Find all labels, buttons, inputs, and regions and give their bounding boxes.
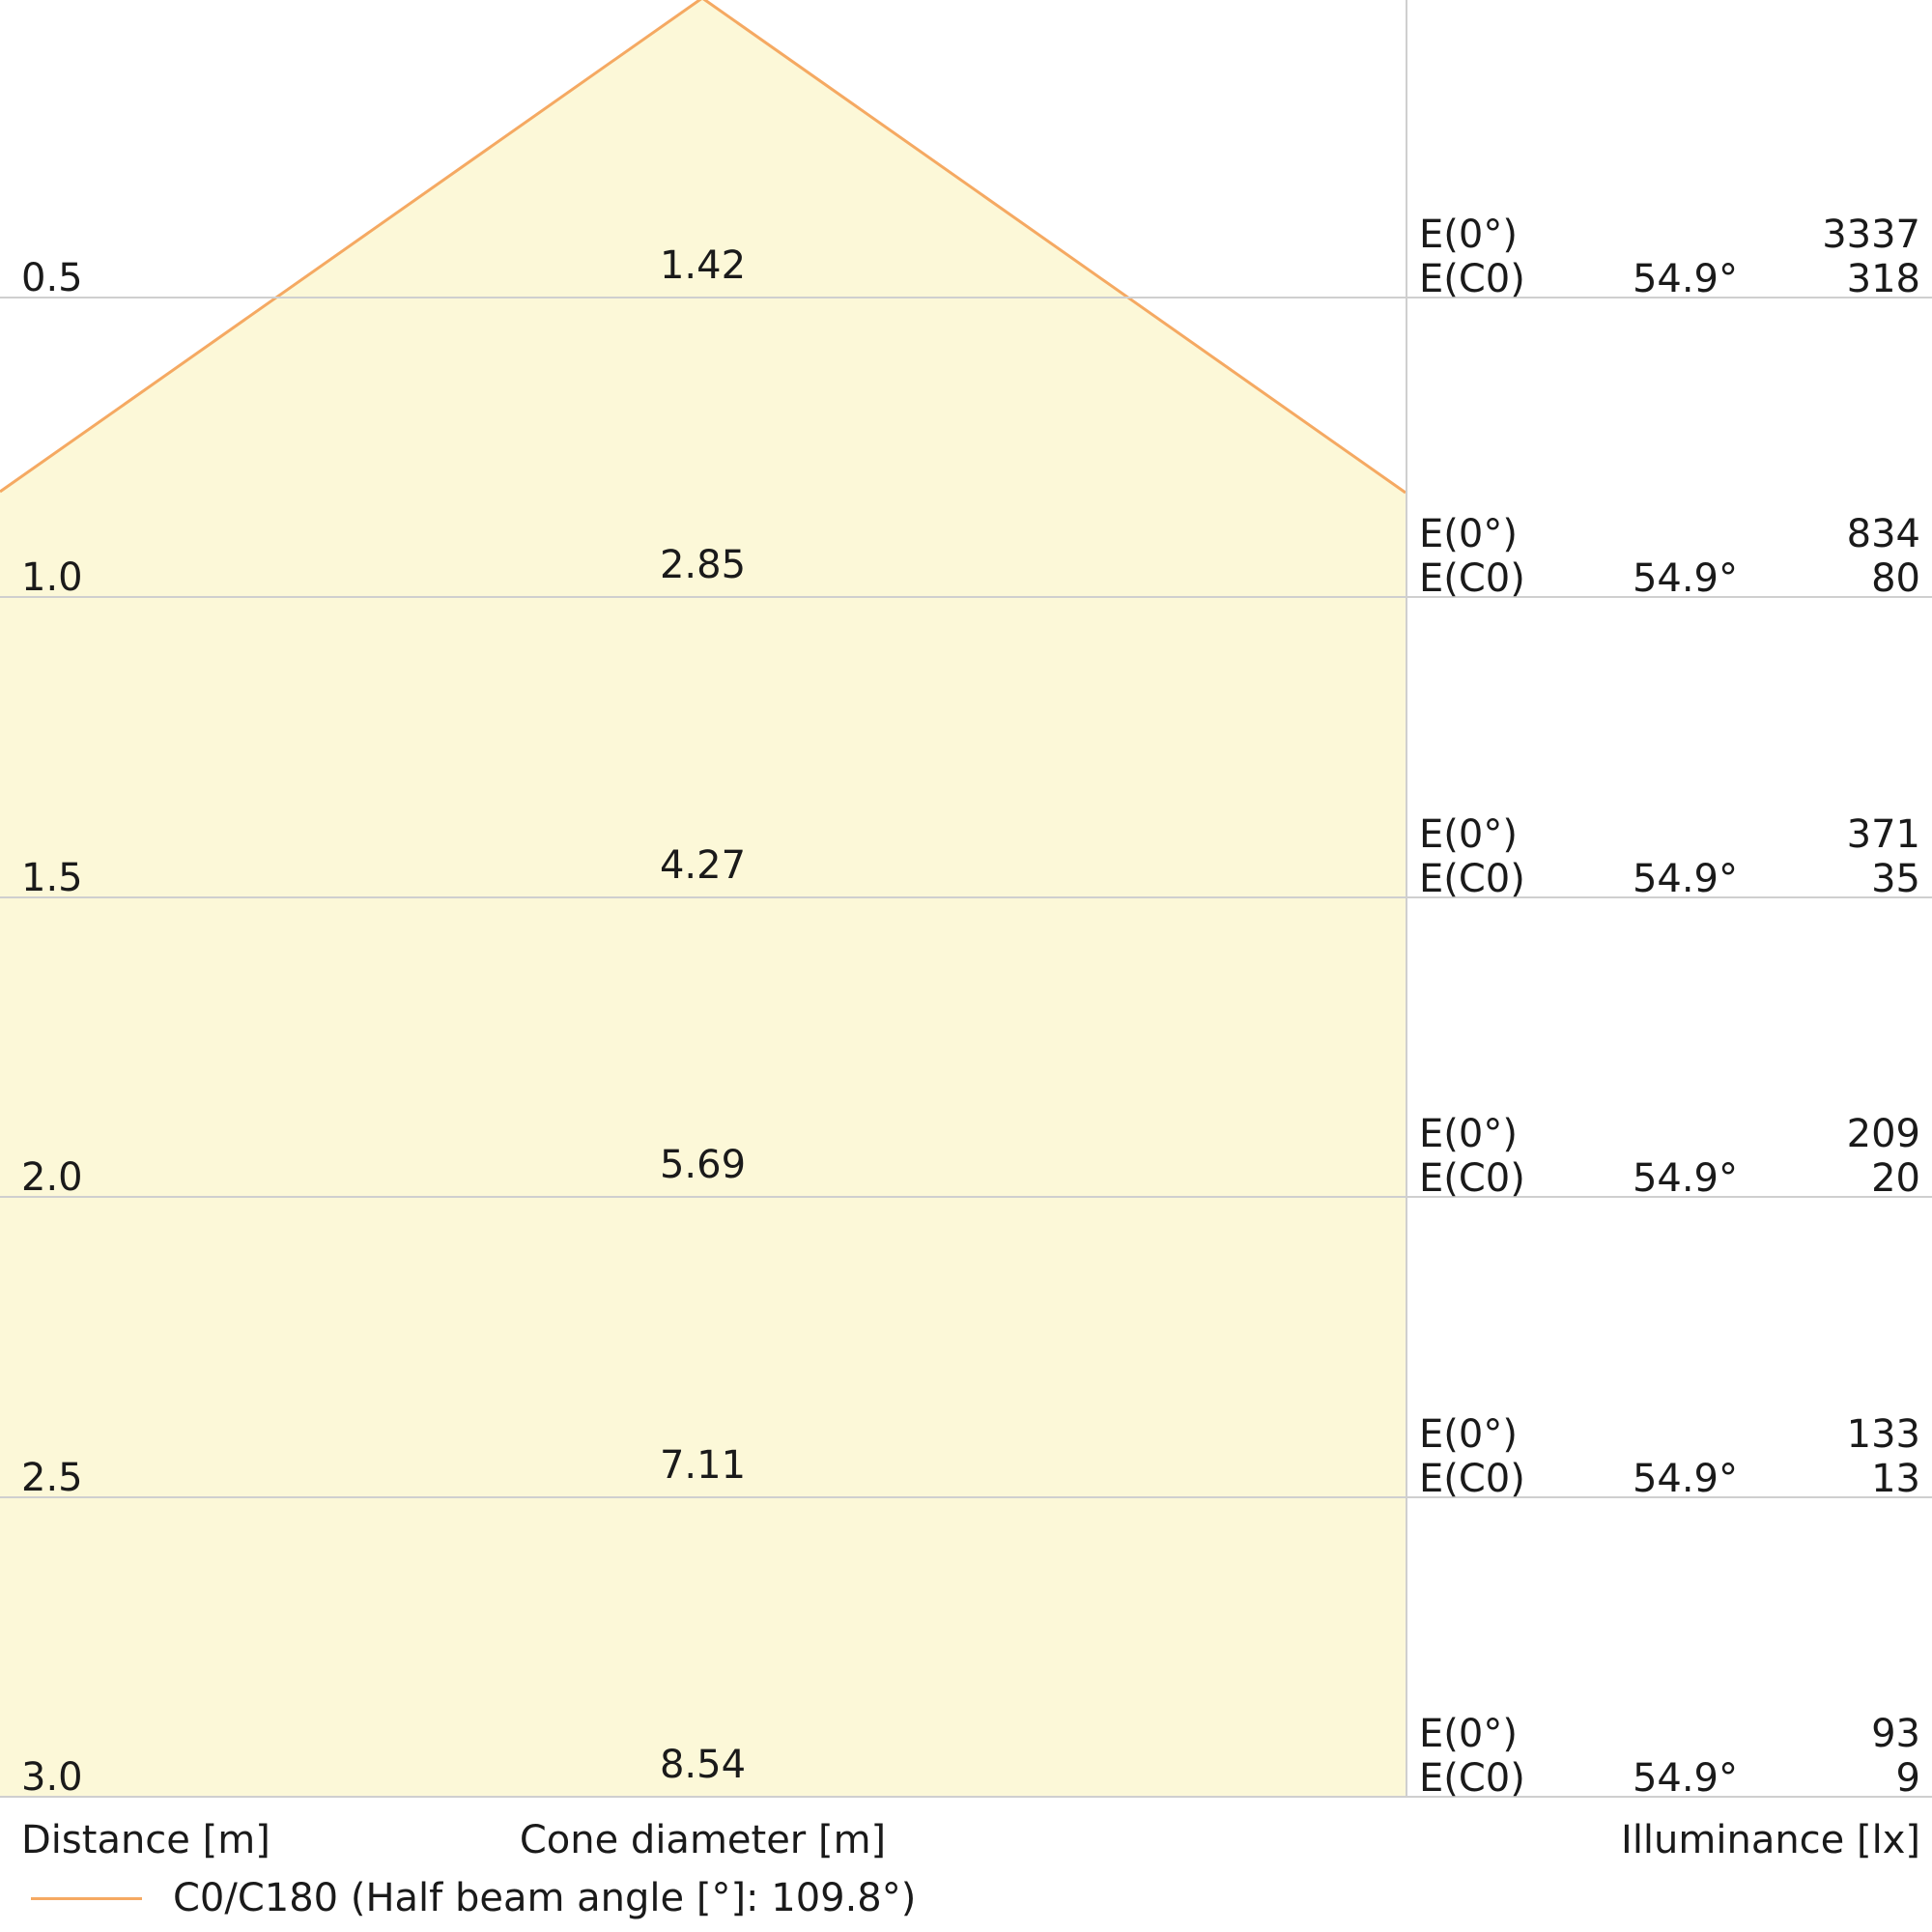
ec0-value: 80 (1871, 556, 1920, 601)
illuminance-row: E(0°) 209 E(C0) 54.9° 20 (1406, 1112, 1932, 1201)
e0-label: E(0°) (1419, 213, 1518, 257)
e0-value: 209 (1846, 1112, 1920, 1156)
e0-value: 93 (1871, 1712, 1920, 1756)
distance-label: 2.5 (21, 1456, 83, 1500)
light-cone-shape (0, 0, 1406, 1797)
cone-edge-right (702, 0, 1406, 495)
illuminance-row: E(0°) 3337 E(C0) 54.9° 318 (1406, 213, 1932, 301)
ec0-value: 318 (1846, 257, 1920, 301)
cone-diameter-value: 8.54 (659, 1743, 747, 1787)
grid-line (0, 1796, 1932, 1798)
ec0-label: E(C0) (1419, 556, 1525, 601)
legend: C0/C180 (Half beam angle [°]: 109.8°) (31, 1876, 916, 1920)
e0-label: E(0°) (1419, 1712, 1518, 1756)
ec0-angle: 54.9° (1632, 556, 1738, 601)
ec0-label: E(C0) (1419, 257, 1525, 301)
ec0-label: E(C0) (1419, 1756, 1525, 1801)
illuminance-row: E(0°) 133 E(C0) 54.9° 13 (1406, 1412, 1932, 1501)
e0-angle-spacer (1593, 1112, 1738, 1156)
cone-diameter-value: 2.85 (659, 543, 747, 587)
axis-label-cone-diameter: Cone diameter [m] (519, 1818, 887, 1862)
cone-diameter-value: 1.42 (659, 243, 747, 288)
grid-line (0, 1496, 1932, 1498)
grid-line (0, 596, 1932, 598)
ec0-label: E(C0) (1419, 1156, 1525, 1201)
cone-fill-area (0, 0, 1406, 1797)
legend-line-swatch (31, 1896, 142, 1900)
ec0-value: 20 (1871, 1156, 1920, 1201)
ec0-label: E(C0) (1419, 1457, 1525, 1501)
e0-label: E(0°) (1419, 1112, 1518, 1156)
e0-value: 371 (1846, 812, 1920, 857)
ec0-value: 13 (1871, 1457, 1920, 1501)
e0-angle-spacer (1593, 1712, 1738, 1756)
e0-angle-spacer (1593, 512, 1738, 556)
grid-line (0, 297, 1932, 298)
illuminance-row: E(0°) 371 E(C0) 54.9° 35 (1406, 812, 1932, 901)
e0-value: 834 (1846, 512, 1920, 556)
e0-value: 133 (1846, 1412, 1920, 1457)
cone-edge-left (0, 0, 702, 494)
ec0-angle: 54.9° (1632, 1457, 1738, 1501)
distance-label: 1.5 (21, 856, 83, 900)
distance-label: 2.0 (21, 1155, 83, 1200)
ec0-angle: 54.9° (1632, 1756, 1738, 1801)
ec0-angle: 54.9° (1632, 857, 1738, 901)
axis-label-distance: Distance [m] (21, 1818, 270, 1862)
e0-label: E(0°) (1419, 812, 1518, 857)
e0-angle-spacer (1593, 213, 1738, 257)
ec0-value: 9 (1895, 1756, 1920, 1801)
grid-line (0, 1196, 1932, 1198)
distance-label: 3.0 (21, 1755, 83, 1800)
axis-label-illuminance: Illuminance [lx] (1621, 1818, 1920, 1862)
legend-label: C0/C180 (Half beam angle [°]: 109.8°) (173, 1876, 917, 1920)
grid-line (0, 896, 1932, 898)
illuminance-row: E(0°) 834 E(C0) 54.9° 80 (1406, 512, 1932, 601)
ec0-angle: 54.9° (1632, 257, 1738, 301)
cone-diameter-value: 5.69 (659, 1143, 747, 1187)
e0-angle-spacer (1593, 1412, 1738, 1457)
panel-separator (1406, 0, 1407, 1797)
ec0-label: E(C0) (1419, 857, 1525, 901)
illuminance-row: E(0°) 93 E(C0) 54.9° 9 (1406, 1712, 1932, 1801)
ec0-angle: 54.9° (1632, 1156, 1738, 1201)
distance-label: 1.0 (21, 555, 83, 600)
distance-label: 0.5 (21, 256, 83, 300)
ec0-value: 35 (1871, 857, 1920, 901)
cone-diameter-value: 7.11 (659, 1443, 747, 1488)
e0-angle-spacer (1593, 812, 1738, 857)
e0-label: E(0°) (1419, 1412, 1518, 1457)
e0-label: E(0°) (1419, 512, 1518, 556)
cone-diameter-value: 4.27 (659, 843, 747, 888)
e0-value: 3337 (1822, 213, 1920, 257)
